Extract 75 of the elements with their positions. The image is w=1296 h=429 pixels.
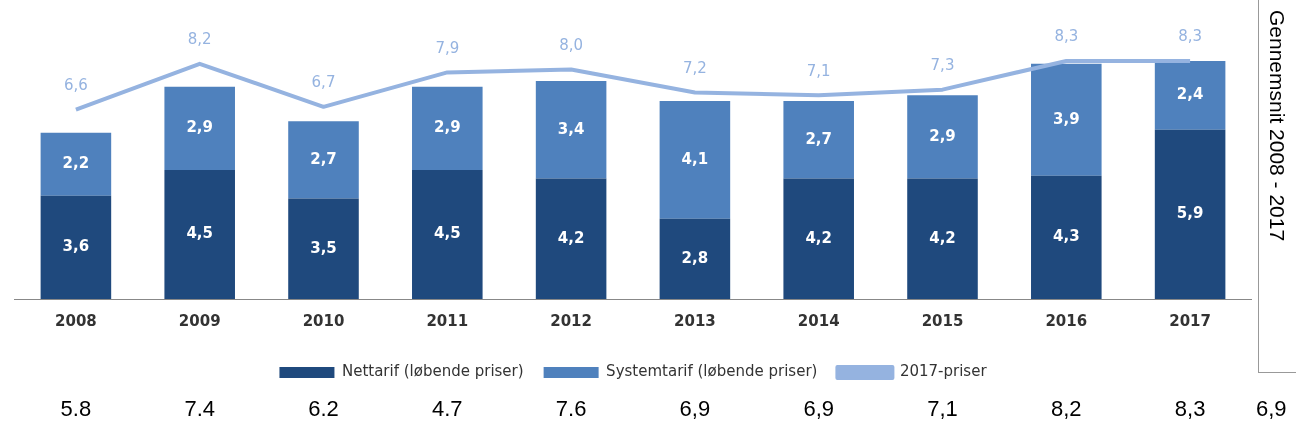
data-label: 3,5 — [310, 238, 337, 257]
bar — [288, 198, 359, 299]
text: 5.8 — [59, 396, 93, 422]
text: 7.4 — [183, 396, 216, 422]
data-label: 2,8 — [681, 248, 709, 267]
bar — [907, 95, 978, 179]
data-label: 3,6 — [62, 237, 90, 256]
bar — [659, 101, 731, 219]
data-label: 8,2 — [187, 30, 212, 49]
bar — [412, 86, 483, 170]
data-label: 2,2 — [62, 154, 90, 173]
data-label: 7,9 — [435, 38, 460, 57]
annotation: Gennemsnit 2008 - 2017 — [1265, 10, 1289, 242]
data-label: 2,9 — [434, 118, 461, 137]
x-tick-label: 2011 — [426, 311, 469, 330]
x-tick-label: 2013 — [674, 311, 716, 330]
data-label: 2,9 — [929, 126, 956, 145]
bar — [907, 178, 978, 299]
bar — [164, 86, 235, 170]
data-label: 4,2 — [929, 228, 956, 247]
data-label: 2,9 — [186, 118, 213, 137]
bar — [783, 101, 854, 179]
x-tick-label: 2012 — [550, 311, 592, 330]
bar — [1154, 129, 1226, 299]
x-tick-label: 2014 — [797, 311, 840, 330]
data-label: 2,4 — [1176, 85, 1204, 104]
bar — [535, 81, 607, 179]
text: 6,9 — [802, 396, 835, 422]
bar — [1031, 175, 1102, 299]
bar — [40, 195, 112, 299]
x-tick-label: 2009 — [178, 311, 221, 330]
bar — [659, 218, 731, 299]
data-label: 7,1 — [806, 61, 831, 80]
bar — [783, 178, 854, 299]
text: 8,2 — [1050, 396, 1083, 422]
data-label: 4,2 — [557, 228, 585, 247]
bar — [1031, 63, 1102, 176]
text: 7.6 — [554, 396, 588, 422]
text: 7,1 — [926, 396, 959, 422]
data-label: 6,6 — [63, 76, 88, 95]
data-label: 4,5 — [434, 224, 461, 243]
data-label: 8,3 — [1178, 27, 1203, 46]
text: 8,3 — [1173, 396, 1207, 422]
data-label: 8,0 — [559, 35, 584, 54]
bar — [164, 169, 235, 299]
x-tick-label: 2016 — [1045, 311, 1088, 330]
text: 6,9 — [678, 396, 712, 422]
data-label: 2,7 — [310, 149, 337, 168]
bar — [40, 132, 112, 196]
bar — [535, 178, 607, 299]
bar — [1154, 60, 1226, 130]
legend-label: 2017-priser — [899, 362, 988, 381]
legend-label: Nettarif (løbende priser) — [341, 362, 524, 381]
text: 4.7 — [431, 396, 464, 422]
data-label: 7,3 — [930, 56, 955, 75]
data-label: 3,4 — [557, 119, 585, 138]
legend-label: Systemtarif (løbende priser) — [606, 362, 818, 381]
data-label: 6,7 — [311, 73, 336, 92]
x-tick-label: 2010 — [302, 311, 345, 330]
x-tick-label: 2008 — [55, 311, 97, 330]
x-tick-label: 2017 — [1169, 311, 1211, 330]
bar — [288, 121, 359, 199]
data-label: 2,7 — [805, 129, 832, 148]
bar — [412, 169, 483, 299]
data-label: 5,9 — [1176, 204, 1204, 223]
data-label: 4,3 — [1053, 227, 1080, 246]
data-label: 4,5 — [186, 224, 213, 243]
data-label: 3,9 — [1053, 109, 1080, 128]
text: 6.2 — [307, 396, 340, 422]
text: 6,9 — [1256, 396, 1287, 422]
data-label: 4,2 — [805, 228, 832, 247]
data-label: 4,1 — [681, 149, 709, 168]
data-label: 8,3 — [1054, 27, 1079, 46]
data-label: 7,2 — [682, 58, 707, 77]
x-tick-label: 2015 — [921, 311, 964, 330]
